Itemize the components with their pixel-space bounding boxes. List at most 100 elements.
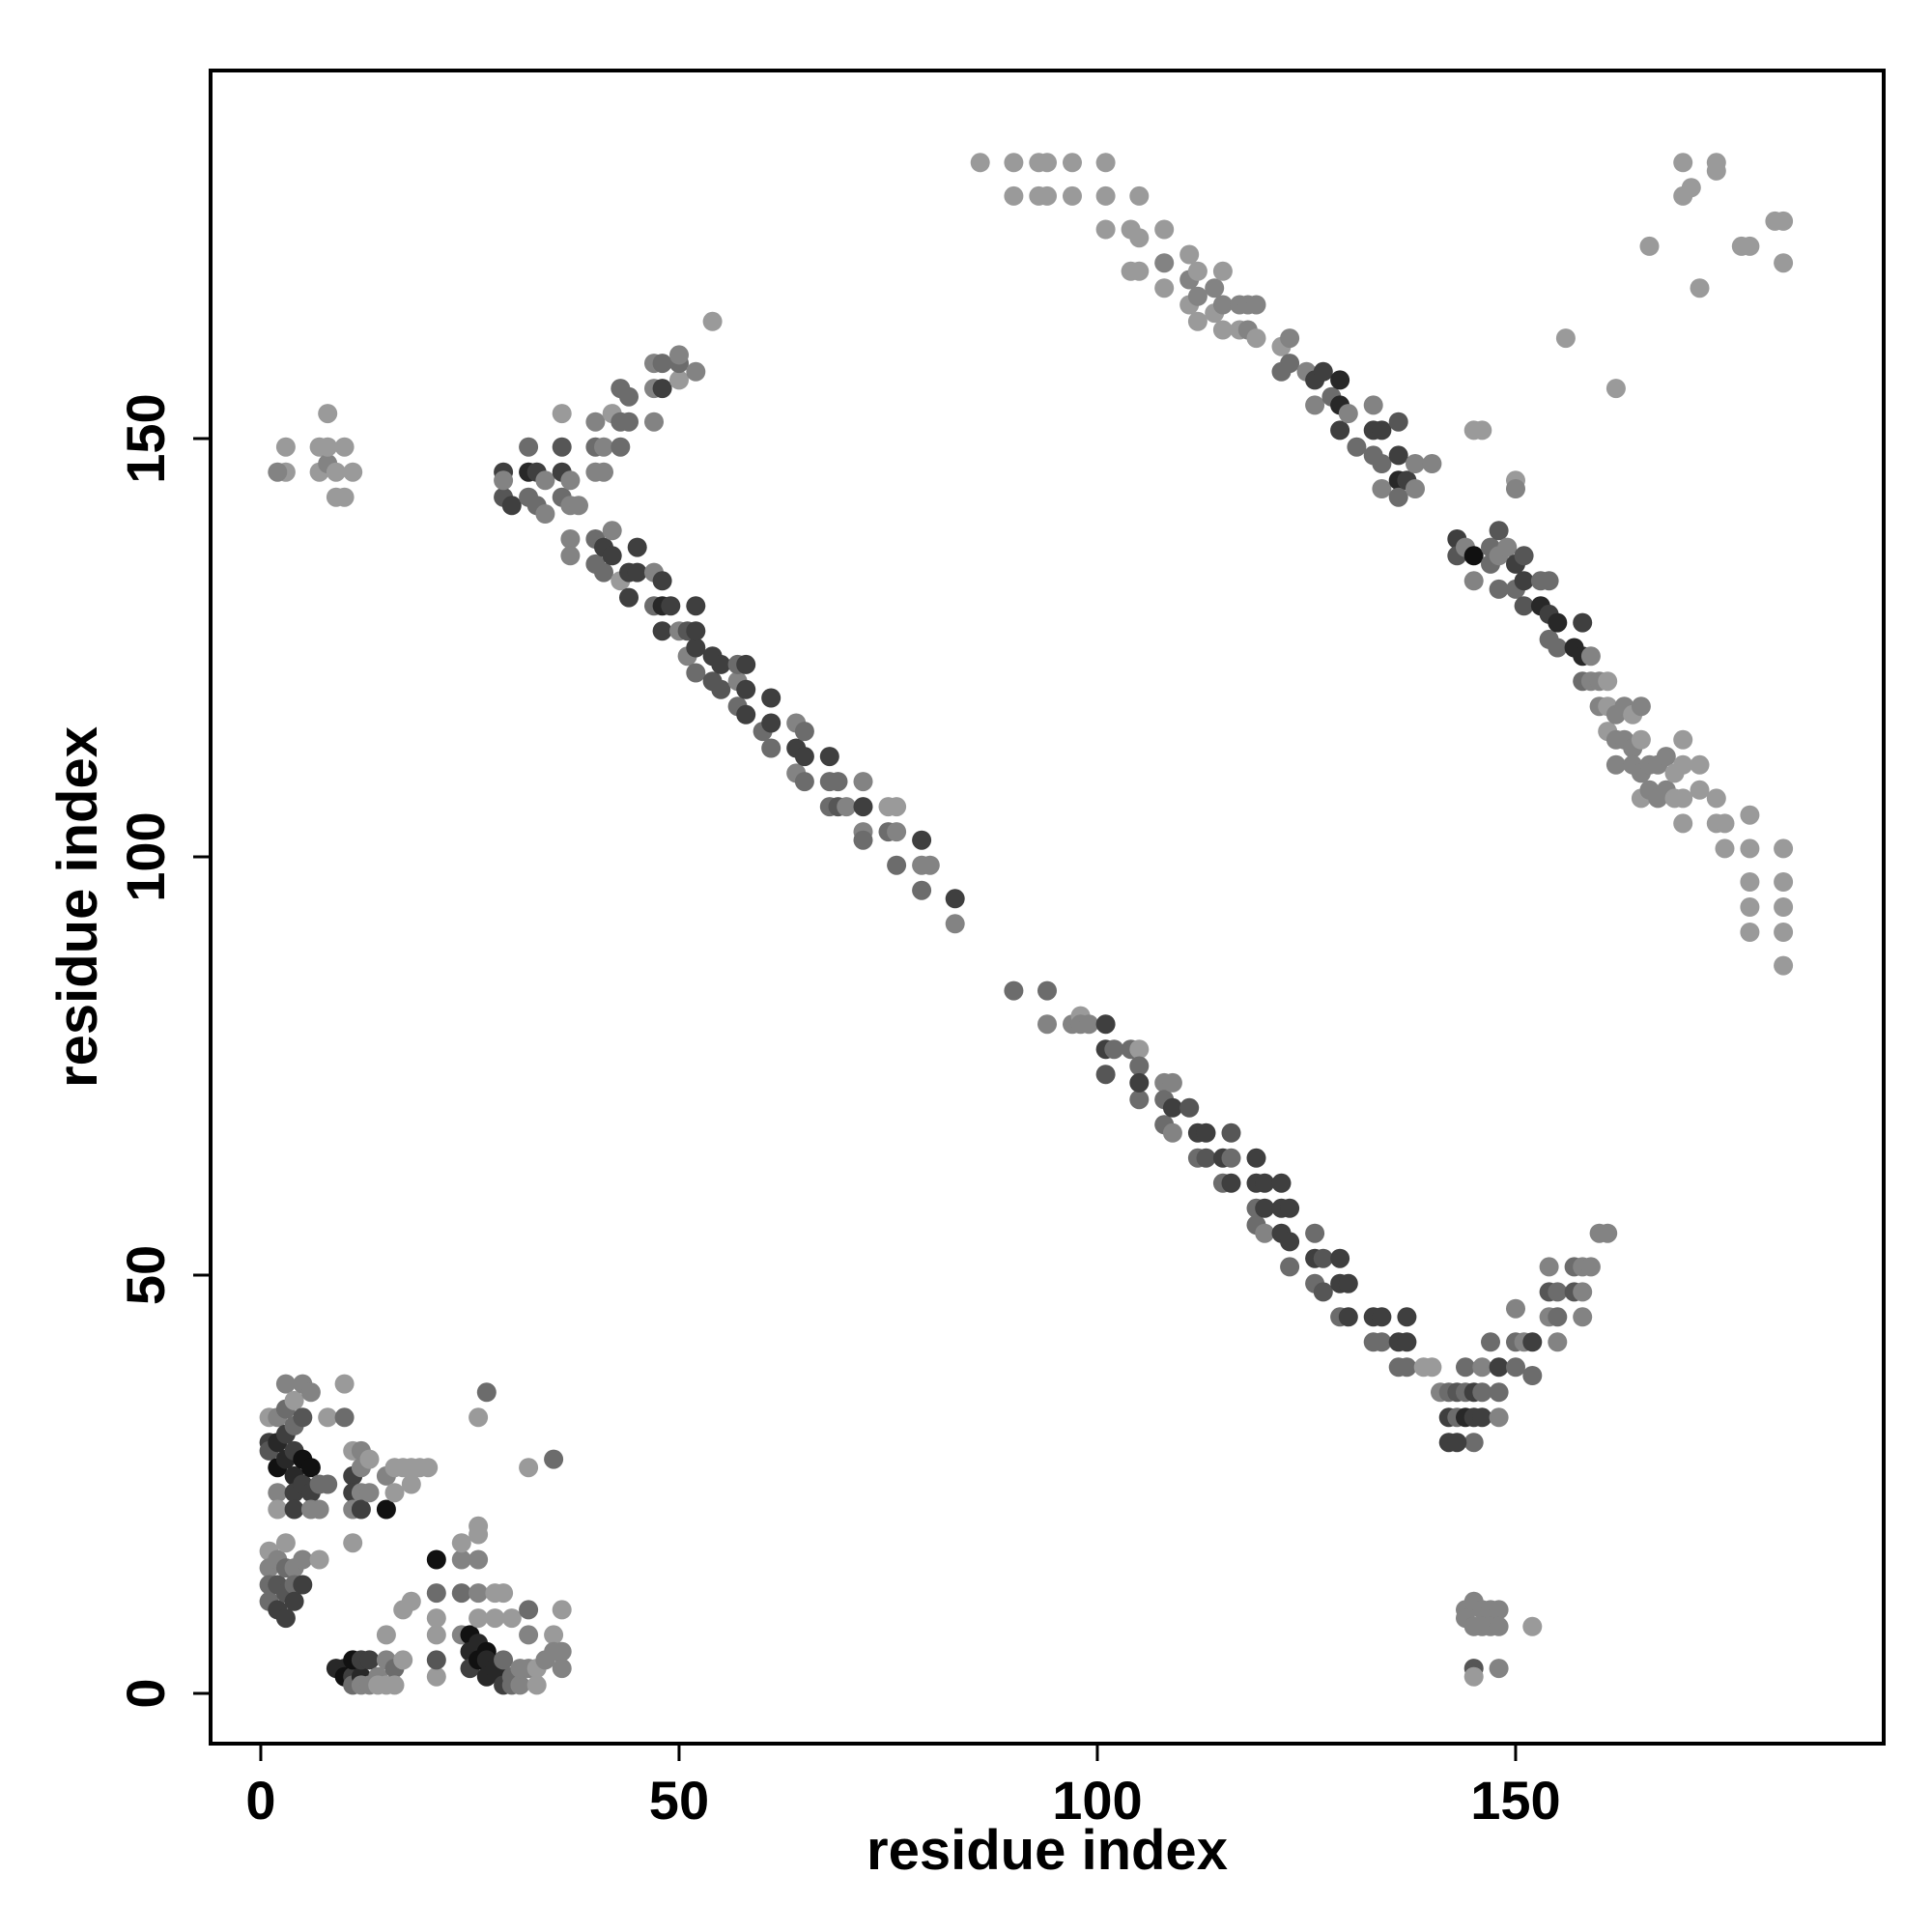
data-point (1255, 1223, 1275, 1243)
data-point (501, 1608, 522, 1629)
data-point (1280, 1232, 1300, 1252)
plot-frame (209, 69, 1886, 1746)
data-point (469, 1516, 489, 1536)
data-point (1740, 838, 1760, 859)
data-point (1154, 219, 1175, 240)
data-point (560, 470, 581, 491)
x-tick-label: 100 (1052, 1770, 1142, 1831)
data-point (1472, 1382, 1492, 1403)
data-point (1573, 1282, 1593, 1302)
data-point (293, 1575, 313, 1595)
data-point (920, 855, 940, 875)
data-point (300, 1458, 321, 1478)
data-point (1690, 278, 1710, 298)
data-point (1506, 479, 1525, 498)
data-point (1246, 295, 1266, 315)
data-point (794, 772, 814, 792)
data-point (736, 704, 756, 724)
x-tick-label: 0 (245, 1770, 275, 1831)
data-point (1179, 1097, 1200, 1118)
data-point (1313, 361, 1333, 382)
data-point (686, 361, 706, 382)
data-point (661, 596, 681, 616)
data-point (1129, 1039, 1150, 1060)
data-point (837, 797, 857, 817)
data-point (1205, 278, 1225, 298)
data-point (469, 1407, 489, 1428)
data-point (560, 529, 581, 549)
data-point (1338, 1273, 1358, 1293)
data-point (1506, 1357, 1525, 1378)
data-point (318, 1407, 338, 1428)
data-point (686, 621, 706, 641)
data-point (334, 487, 355, 507)
data-point (602, 546, 622, 566)
data-point (334, 437, 355, 457)
data-point (594, 462, 613, 482)
data-point (619, 412, 639, 432)
data-point (1715, 838, 1735, 859)
data-point (494, 1650, 514, 1670)
data-point (535, 504, 555, 524)
data-point (945, 914, 965, 934)
y-tick-label: 0 (115, 1678, 176, 1708)
data-point (1063, 185, 1082, 206)
data-point (1196, 1148, 1216, 1168)
data-point (318, 1474, 338, 1494)
data-point (652, 354, 672, 374)
data-point (284, 1390, 304, 1410)
data-point (1372, 479, 1392, 498)
data-point (384, 1483, 405, 1503)
data-point (1774, 955, 1794, 976)
data-point (1690, 754, 1710, 775)
data-point (1162, 1072, 1182, 1093)
data-point (1037, 185, 1057, 206)
y-tick-label: 100 (115, 811, 176, 901)
data-point (1681, 178, 1701, 198)
data-point (1673, 729, 1693, 750)
data-point (1690, 780, 1710, 800)
data-point (1338, 1307, 1358, 1327)
data-point (1305, 1223, 1325, 1243)
data-point (1548, 1332, 1568, 1352)
data-point (1154, 253, 1175, 273)
data-point (594, 437, 613, 457)
x-axis: 0 50 100 150 (245, 1742, 1561, 1831)
data-point (1129, 185, 1150, 206)
data-point (1489, 579, 1509, 599)
data-point (1514, 546, 1534, 566)
data-point (594, 562, 613, 582)
data-point (268, 1483, 288, 1503)
data-point (1187, 311, 1208, 331)
data-point (418, 1458, 439, 1478)
data-point (1221, 1122, 1241, 1143)
data-point (275, 1374, 296, 1394)
data-point (1004, 980, 1024, 1001)
data-point (611, 437, 631, 457)
data-point (652, 379, 672, 399)
data-point (426, 1608, 446, 1629)
data-point (1221, 1148, 1241, 1168)
data-point (794, 747, 814, 767)
data-point (1706, 788, 1726, 809)
data-point (945, 889, 965, 909)
data-point (469, 1583, 489, 1604)
data-point (552, 1600, 572, 1620)
data-points (259, 153, 1794, 1695)
data-point (1388, 445, 1408, 466)
data-point (1673, 754, 1693, 775)
data-point (1673, 153, 1693, 173)
data-point (1522, 1616, 1543, 1636)
data-point (1605, 754, 1626, 775)
data-point (1212, 295, 1233, 315)
data-point (544, 1625, 564, 1645)
data-point (552, 404, 572, 424)
data-point (1406, 479, 1425, 498)
data-point (1422, 454, 1442, 473)
data-point (1740, 236, 1760, 256)
data-point (1456, 1357, 1475, 1378)
data-point (359, 1483, 380, 1503)
y-tick-label: 150 (115, 393, 176, 483)
data-point (494, 1583, 514, 1604)
